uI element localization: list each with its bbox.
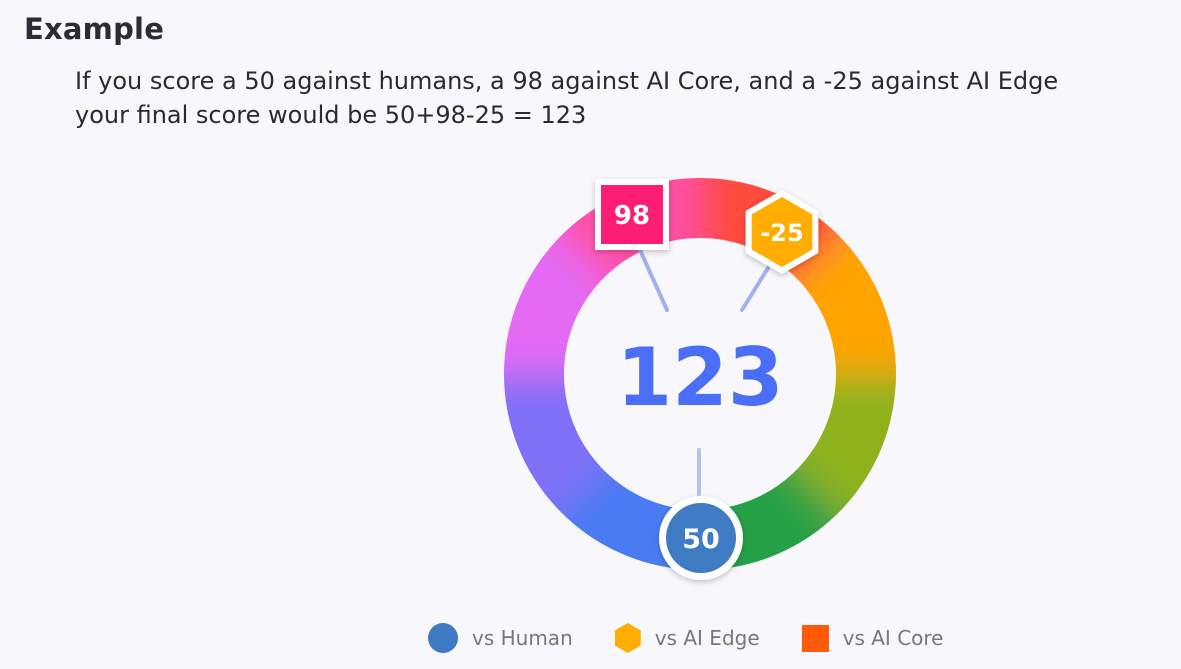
ai-edge-badge-fill	[751, 197, 813, 267]
ai-edge-score: -25	[760, 219, 803, 247]
connector-line-ai-edge	[740, 266, 770, 312]
page-title: Example	[24, 12, 165, 46]
legend-item-ai-edge: vs AI Edge	[614, 623, 760, 653]
ai-core-score: 98	[614, 201, 650, 231]
legend-label-human: vs Human	[472, 626, 573, 650]
legend-label-ai-edge: vs AI Edge	[654, 626, 760, 650]
circle-icon	[428, 623, 458, 653]
ai-edge-score-badge	[745, 190, 819, 274]
description-text: If you score a 50 against humans, a 98 a…	[75, 64, 1165, 132]
hexagon-icon	[614, 623, 641, 653]
human-score-badge	[659, 496, 743, 580]
connector-line-ai-core	[638, 248, 669, 312]
legend-label-ai-core: vs AI Core	[842, 626, 944, 650]
description-line-1: If you score a 50 against humans, a 98 a…	[75, 67, 1059, 95]
legend: vs Human vs AI Edge vs AI Core	[428, 622, 943, 654]
legend-item-ai-core: vs AI Core	[801, 624, 944, 652]
ai-core-score-badge	[595, 179, 669, 250]
human-badge-fill	[666, 503, 736, 573]
ai-core-badge-fill	[601, 185, 663, 244]
square-icon	[801, 624, 829, 652]
total-score: 123	[617, 331, 784, 424]
description-line-2: your final score would be 50+98-25 = 123	[75, 101, 587, 129]
human-score: 50	[682, 524, 720, 555]
legend-item-human: vs Human	[428, 623, 573, 653]
